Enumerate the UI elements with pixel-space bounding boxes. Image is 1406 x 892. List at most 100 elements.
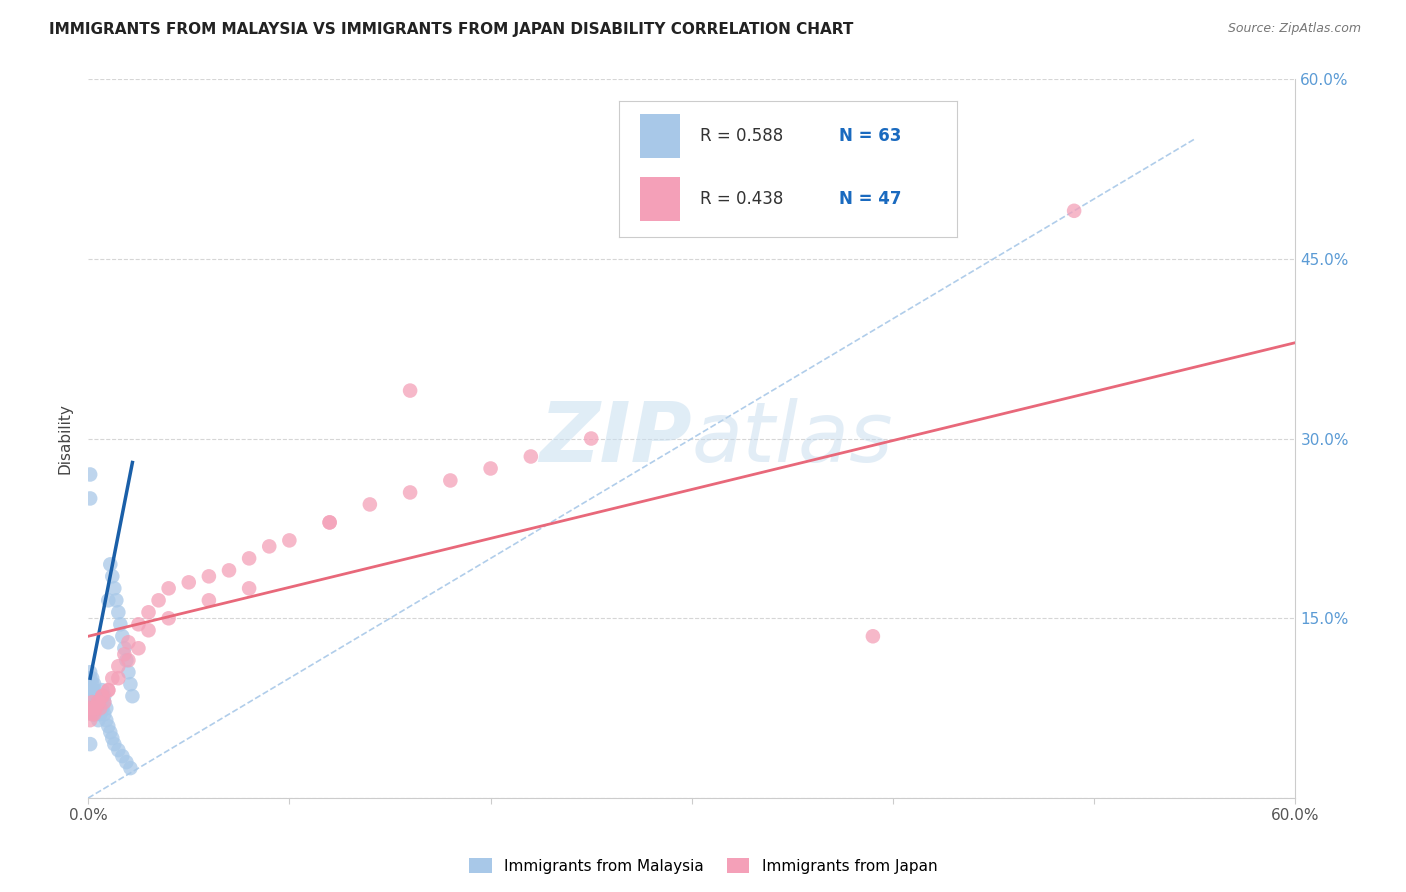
- Point: [157, 582, 180, 596]
- Point: [127, 617, 149, 632]
- Point: [103, 737, 125, 751]
- Point: [101, 569, 124, 583]
- Point: [148, 593, 170, 607]
- Point: [87, 701, 110, 715]
- Point: [87, 695, 110, 709]
- Text: atlas: atlas: [692, 398, 893, 479]
- Point: [115, 653, 138, 667]
- Point: [91, 701, 114, 715]
- Point: [83, 677, 105, 691]
- Point: [1063, 203, 1085, 218]
- Point: [87, 695, 110, 709]
- Y-axis label: Disability: Disability: [58, 403, 72, 474]
- Point: [91, 683, 114, 698]
- Point: [79, 701, 101, 715]
- Point: [107, 671, 129, 685]
- Point: [157, 611, 180, 625]
- Legend: Immigrants from Malaysia, Immigrants from Japan: Immigrants from Malaysia, Immigrants fro…: [463, 852, 943, 880]
- Point: [84, 701, 107, 715]
- Point: [82, 695, 104, 709]
- Point: [89, 701, 111, 715]
- Point: [107, 605, 129, 619]
- Point: [112, 641, 135, 656]
- Point: [105, 593, 128, 607]
- Point: [120, 761, 142, 775]
- Point: [96, 701, 118, 715]
- Point: [97, 719, 120, 733]
- Point: [97, 635, 120, 649]
- Point: [82, 689, 104, 703]
- Point: [82, 695, 104, 709]
- Point: [82, 683, 104, 698]
- Point: [120, 677, 142, 691]
- Point: [177, 575, 200, 590]
- Point: [79, 737, 101, 751]
- Point: [97, 683, 120, 698]
- Point: [318, 516, 340, 530]
- Point: [79, 713, 101, 727]
- Point: [107, 659, 129, 673]
- Point: [82, 701, 104, 715]
- Point: [117, 635, 139, 649]
- Point: [97, 593, 120, 607]
- Point: [91, 689, 114, 703]
- Point: [82, 677, 104, 691]
- Point: [238, 582, 260, 596]
- Text: ZIP: ZIP: [538, 398, 692, 479]
- Point: [115, 755, 138, 769]
- Point: [83, 707, 105, 722]
- Text: Source: ZipAtlas.com: Source: ZipAtlas.com: [1227, 22, 1361, 36]
- Point: [121, 689, 143, 703]
- Point: [862, 629, 884, 643]
- Point: [82, 707, 104, 722]
- Point: [79, 671, 101, 685]
- Point: [82, 671, 104, 685]
- Point: [198, 569, 221, 583]
- Point: [107, 743, 129, 757]
- Point: [238, 551, 260, 566]
- Point: [79, 695, 101, 709]
- Point: [520, 450, 543, 464]
- Point: [87, 695, 110, 709]
- Point: [117, 665, 139, 680]
- Point: [101, 731, 124, 746]
- Point: [79, 701, 101, 715]
- Point: [399, 384, 422, 398]
- Point: [83, 689, 105, 703]
- Point: [79, 467, 101, 482]
- Point: [117, 653, 139, 667]
- Point: [84, 689, 107, 703]
- Point: [79, 689, 101, 703]
- Point: [93, 707, 115, 722]
- Point: [257, 540, 280, 554]
- Point: [96, 713, 118, 727]
- Point: [83, 701, 105, 715]
- Point: [93, 695, 115, 709]
- Point: [111, 629, 134, 643]
- Point: [439, 474, 461, 488]
- Point: [84, 701, 107, 715]
- Point: [112, 647, 135, 661]
- Point: [138, 605, 160, 619]
- Point: [218, 563, 240, 577]
- Text: IMMIGRANTS FROM MALAYSIA VS IMMIGRANTS FROM JAPAN DISABILITY CORRELATION CHART: IMMIGRANTS FROM MALAYSIA VS IMMIGRANTS F…: [49, 22, 853, 37]
- Point: [198, 593, 221, 607]
- Point: [83, 707, 105, 722]
- Point: [91, 689, 114, 703]
- Point: [127, 641, 149, 656]
- Point: [89, 707, 111, 722]
- Point: [399, 485, 422, 500]
- Point: [87, 713, 110, 727]
- Point: [83, 695, 105, 709]
- Point: [89, 695, 111, 709]
- Point: [91, 701, 114, 715]
- Point: [93, 689, 115, 703]
- Point: [98, 725, 121, 739]
- Point: [101, 671, 124, 685]
- Point: [89, 695, 111, 709]
- Point: [359, 498, 381, 512]
- Point: [110, 617, 132, 632]
- Point: [278, 533, 301, 548]
- Point: [83, 683, 105, 698]
- Point: [79, 665, 101, 680]
